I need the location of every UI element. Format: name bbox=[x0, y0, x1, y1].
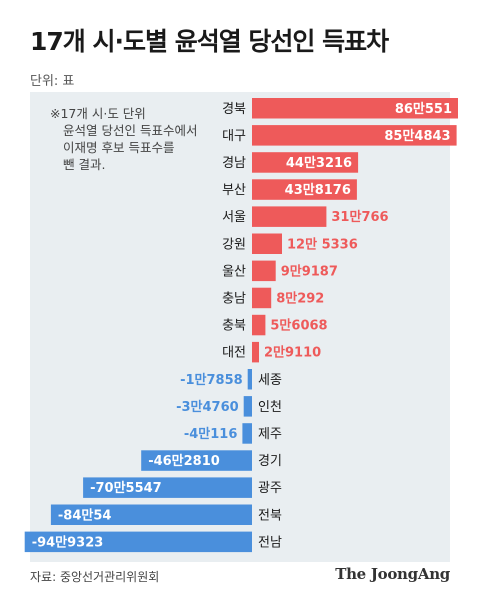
value-label: 44만3216 bbox=[286, 155, 352, 171]
category-label: 부산 bbox=[222, 183, 246, 198]
note-line-4: 뺀 결과. bbox=[63, 157, 106, 172]
category-label: 강원 bbox=[222, 237, 246, 252]
bar-전북 bbox=[50, 504, 253, 525]
value-label: -46만2810 bbox=[148, 453, 220, 469]
category-label: 제주 bbox=[258, 427, 282, 442]
category-label: 경남 bbox=[222, 156, 246, 171]
category-label: 인천 bbox=[258, 400, 282, 415]
bar-전남 bbox=[24, 531, 253, 553]
value-label: 31만766 bbox=[331, 209, 388, 225]
bar-부산 bbox=[252, 179, 357, 200]
unit-label: 단위: 표 bbox=[30, 74, 75, 89]
category-label: 전남 bbox=[258, 535, 282, 550]
value-label: 8만292 bbox=[276, 291, 324, 307]
value-label: 86만551 bbox=[395, 101, 452, 117]
bar-울산 bbox=[252, 260, 276, 282]
value-label: 43만8176 bbox=[285, 182, 351, 198]
category-label: 대전 bbox=[222, 346, 246, 361]
note-line-1: ※17개 시·도 단위 bbox=[50, 106, 146, 121]
value-label: 85만4843 bbox=[384, 128, 450, 144]
value-label: 12만 5336 bbox=[287, 236, 358, 252]
source-credit: 자료: 중앙선거관리위원회 bbox=[30, 570, 160, 584]
category-label: 울산 bbox=[222, 264, 246, 279]
value-label: -4만116 bbox=[184, 426, 238, 442]
category-label: 충북 bbox=[222, 319, 246, 334]
category-label: 세종 bbox=[258, 373, 282, 388]
chart-title: 17개 시·도별 윤석열 당선인 득표차 bbox=[30, 27, 389, 56]
bar-인천 bbox=[243, 396, 252, 417]
brand-logo: The JoongAng bbox=[335, 565, 450, 583]
bar-경남 bbox=[252, 152, 359, 173]
note-line-3: 이재명 후보 득표수를 bbox=[63, 140, 175, 155]
category-label: 대구 bbox=[222, 129, 246, 144]
bar-광주 bbox=[83, 477, 252, 498]
bar-세종 bbox=[247, 369, 252, 390]
bar-대구 bbox=[252, 125, 457, 146]
value-label: 2만9110 bbox=[264, 345, 321, 361]
category-label: 경기 bbox=[258, 454, 282, 469]
note-line-2: 윤석열 당선인 득표수에서 bbox=[63, 123, 198, 138]
category-label: 충남 bbox=[222, 292, 246, 307]
bar-충북 bbox=[252, 314, 266, 336]
category-label: 광주 bbox=[258, 481, 282, 496]
value-label: 5만6068 bbox=[270, 318, 327, 334]
category-label: 전북 bbox=[258, 508, 282, 523]
bar-경북 bbox=[252, 98, 458, 119]
bar-제주 bbox=[242, 423, 252, 444]
bar-대전 bbox=[252, 341, 259, 363]
value-label: -1만7858 bbox=[180, 372, 243, 388]
value-label: -3만4760 bbox=[176, 399, 239, 415]
value-label: -70만5547 bbox=[90, 480, 162, 496]
bar-강원 bbox=[252, 233, 282, 254]
chart-note: ※17개 시·도 단위 윤석열 당선인 득표수에서 이재명 후보 득표수를 뺀 … bbox=[50, 105, 220, 173]
category-label: 서울 bbox=[222, 210, 246, 225]
value-label: -84만54 bbox=[58, 507, 112, 523]
bar-서울 bbox=[252, 206, 327, 227]
value-label: -94만9323 bbox=[32, 534, 104, 550]
bar-경기 bbox=[141, 450, 252, 471]
value-label: 9만9187 bbox=[281, 263, 338, 279]
category-label: 경북 bbox=[222, 102, 246, 117]
bar-충남 bbox=[252, 287, 272, 309]
